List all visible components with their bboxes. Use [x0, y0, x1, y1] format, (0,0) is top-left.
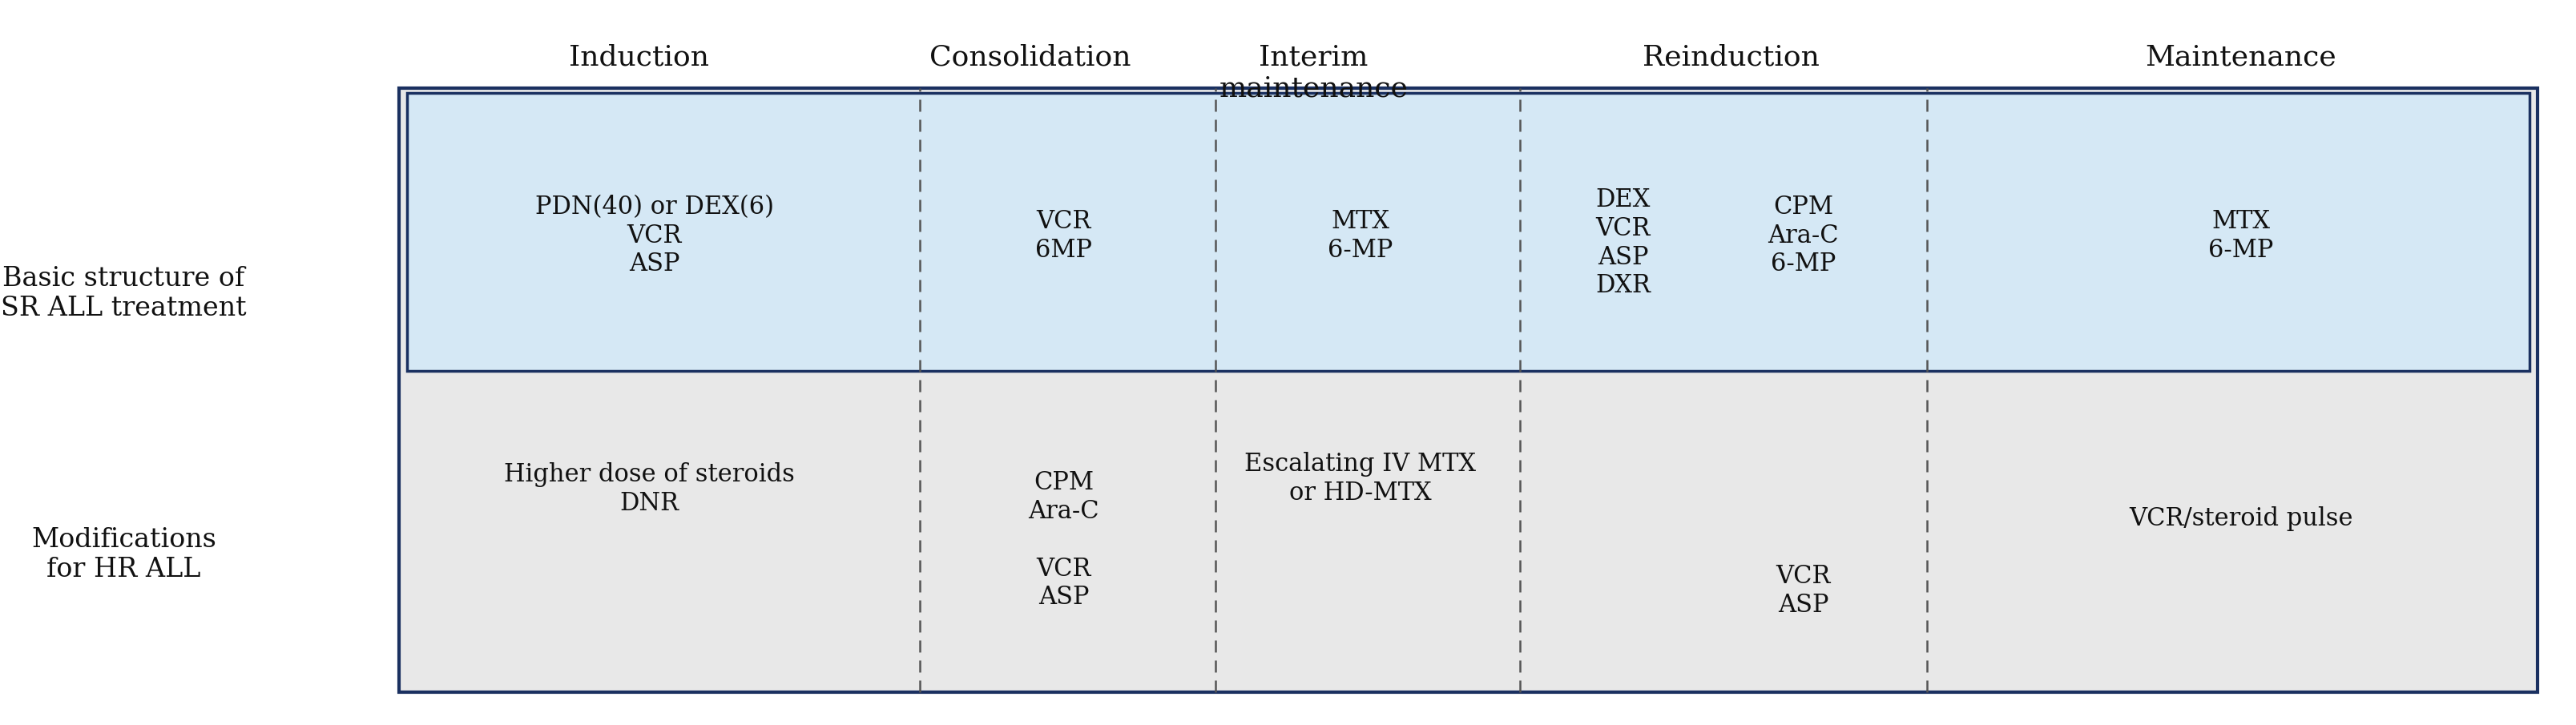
Text: VCR
6MP: VCR 6MP [1036, 209, 1092, 262]
Text: VCR
ASP: VCR ASP [1775, 564, 1832, 618]
Text: Escalating IV MTX
or HD-MTX: Escalating IV MTX or HD-MTX [1244, 452, 1476, 505]
Text: Higher dose of steroids
DNR: Higher dose of steroids DNR [505, 463, 793, 516]
Text: CPM
Ara-C

VCR
ASP: CPM Ara-C VCR ASP [1028, 471, 1100, 610]
Text: CPM
Ara-C
6-MP: CPM Ara-C 6-MP [1767, 194, 1839, 277]
Text: MTX
6-MP: MTX 6-MP [2208, 209, 2275, 262]
Text: Consolidation: Consolidation [930, 43, 1131, 71]
Text: Interim
maintenance: Interim maintenance [1218, 43, 1409, 102]
Text: Modifications
for HR ALL: Modifications for HR ALL [31, 527, 216, 582]
Text: PDN(40) or DEX(6)
VCR
ASP: PDN(40) or DEX(6) VCR ASP [536, 194, 773, 277]
Bar [399, 88, 2537, 692]
Text: Induction: Induction [569, 43, 708, 71]
Text: VCR/steroid pulse: VCR/steroid pulse [2130, 506, 2352, 531]
Text: DEX
VCR
ASP
DXR: DEX VCR ASP DXR [1595, 188, 1651, 298]
Text: Basic structure of
SR ALL treatment: Basic structure of SR ALL treatment [0, 266, 247, 321]
Text: Maintenance: Maintenance [2146, 43, 2336, 71]
Bar [407, 93, 2530, 371]
Text: MTX
6-MP: MTX 6-MP [1327, 209, 1394, 262]
Text: Reinduction: Reinduction [1643, 43, 1819, 71]
